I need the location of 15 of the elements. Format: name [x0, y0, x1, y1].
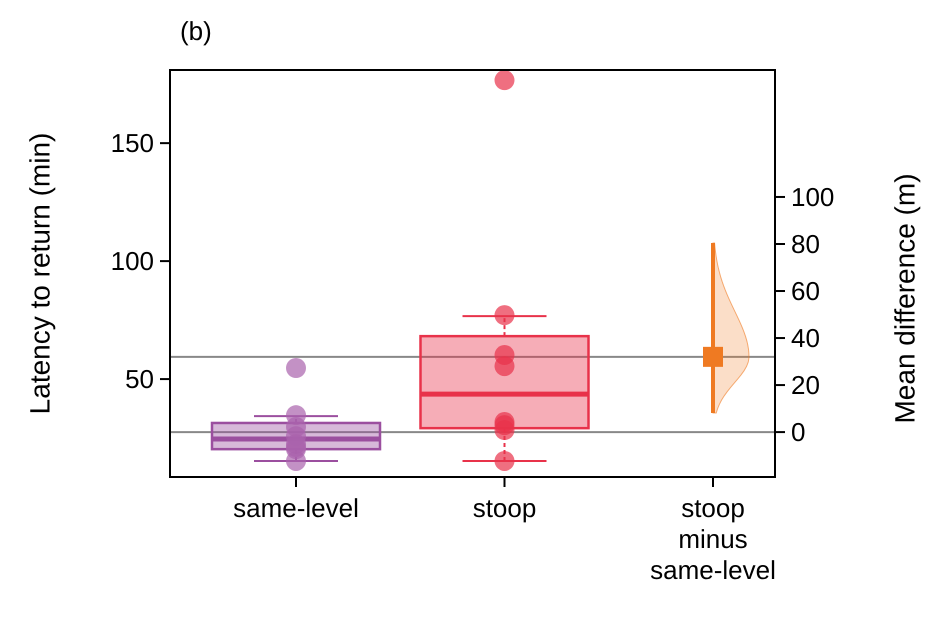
y-axis-title: Latency to return (min) — [24, 132, 56, 414]
y2-tick-label: 20 — [791, 370, 820, 400]
chart-title: (b) — [180, 16, 212, 46]
y2-tick-label: 0 — [791, 417, 806, 448]
y2-axis-title: Mean difference (m) — [890, 173, 920, 424]
y-tick-label: 50 — [125, 364, 154, 394]
y-tick-label: 150 — [110, 128, 154, 158]
y2-tick-label: 40 — [791, 323, 820, 354]
y-tick-label: 100 — [110, 246, 154, 276]
y2-tick-label: 100 — [791, 182, 834, 212]
x-tick-label: same-level — [233, 493, 359, 523]
x-tick-label: stoop minus same-level — [650, 493, 776, 585]
y2-tick-label: 80 — [791, 228, 820, 259]
x-tick-label: stoop — [472, 493, 536, 523]
y2-tick-label: 60 — [791, 276, 820, 306]
